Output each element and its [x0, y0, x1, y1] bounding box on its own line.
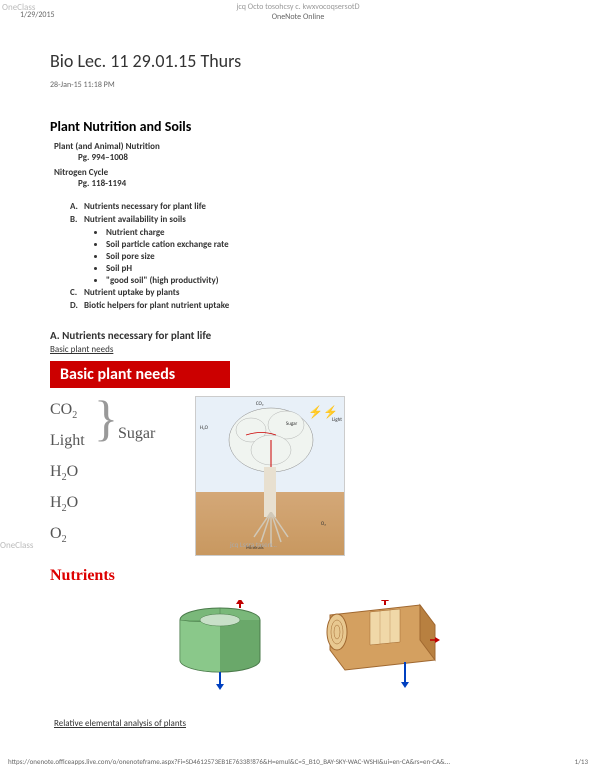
tree-trunk-icon: [264, 467, 276, 517]
bullet-item: "good soil" (high productivity): [106, 275, 546, 286]
outline-b-bullets: Nutrient charge Soil particle cation exc…: [106, 227, 546, 286]
print-date: 1/29/2015: [20, 10, 55, 20]
outline-c: C.Nutrient uptake by plants: [70, 287, 546, 298]
diagram-row: CO2 Light H2O H2O O2 } Sugar Nutrients ⚡…: [50, 396, 546, 590]
page-content: Bio Lec. 11 29.01.15 Thurs 28-Jan-15 11:…: [0, 0, 596, 729]
outline-b: B.Nutrient availability in soils: [70, 214, 546, 225]
formula-h2o-2: H2O: [50, 489, 115, 518]
formula-column: CO2 Light H2O H2O O2 } Sugar Nutrients: [50, 396, 115, 590]
outline-d: D.Biotic helpers for plant nutrient upta…: [70, 300, 546, 311]
formula-o2: O2: [50, 520, 115, 549]
basic-needs-underline: Basic plant needs: [50, 344, 546, 355]
footer-url: https://onenote.officeapps.live.com/o/on…: [8, 757, 450, 766]
tree-label-co2: CO₂: [256, 401, 264, 407]
wood-log-diagram: [310, 600, 440, 690]
meta-pg1: Pg. 994–1008: [78, 152, 546, 163]
bullet-item: Soil pH: [106, 263, 546, 274]
outline-a: A.Nutrients necessary for plant life: [70, 201, 546, 212]
tree-diagram: ⚡⚡ CO₂ Sugar Light H₂O O₂ Minerals: [195, 396, 345, 556]
sugar-label: Sugar: [118, 420, 155, 449]
outline-list: A.Nutrients necessary for plant life B.N…: [70, 201, 546, 311]
formula-h2o-1: H2O: [50, 458, 115, 487]
page-number: 1/13: [575, 757, 588, 766]
bullet-item: Soil pore size: [106, 251, 546, 262]
lower-diagrams-row: [170, 600, 546, 690]
subsection-a-heading: A. Nutrients necessary for plant life: [50, 329, 546, 342]
tree-label-light: Light: [332, 417, 342, 423]
header-url-fragment: jcq Octo tosohcsy c. kwxvocoqsersotD: [236, 2, 359, 12]
mid-watermark: OneClass: [0, 540, 33, 551]
meta-plant-nutrition: Plant (and Animal) Nutrition: [54, 141, 546, 152]
cylinder-diagram: [170, 600, 280, 690]
tree-crown-icon: [226, 405, 316, 475]
mid-url-fragment: jcq Lscra taserr...: [230, 540, 277, 549]
bullet-item: Nutrient charge: [106, 227, 546, 238]
tree-label-o2: O₂: [321, 521, 326, 527]
relative-analysis-heading: Relative elemental analysis of plants: [54, 718, 546, 729]
meta-nitrogen: Nitrogen Cycle: [54, 167, 546, 178]
note-timestamp: 28-Jan-15 11:18 PM: [50, 80, 546, 90]
page-title: Bio Lec. 11 29.01.15 Thurs: [50, 50, 546, 72]
bullet-item: Soil particle cation exchange rate: [106, 239, 546, 250]
meta-pg2: Pg. 118-1194: [78, 178, 546, 189]
section-heading: Plant Nutrition and Soils: [50, 118, 546, 135]
app-name: OneNote Online: [272, 12, 325, 22]
red-banner-title: Basic plant needs: [50, 361, 230, 388]
tree-label-h2o: H₂O: [200, 425, 208, 431]
nutrients-label: Nutrients: [50, 562, 115, 591]
tree-label-sugar: Sugar: [286, 421, 297, 427]
curly-brace-icon: }: [94, 396, 118, 441]
